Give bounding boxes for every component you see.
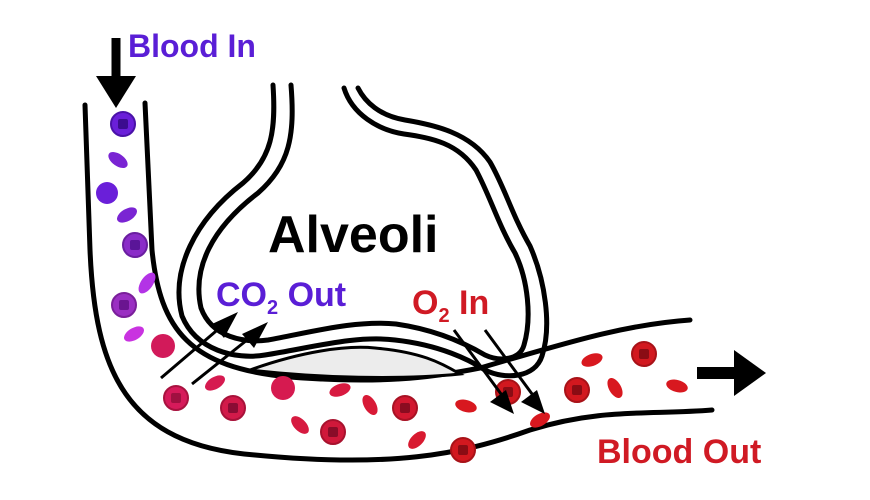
- blood-in-arrow-icon: [96, 38, 136, 108]
- blood-cell: [111, 292, 137, 318]
- blood-cell: [205, 375, 225, 391]
- blood-cell: [117, 207, 137, 223]
- blood-cell: [163, 385, 189, 411]
- alveolus-contact-shade: [249, 345, 465, 379]
- o2-in-arrow-icon: [452, 329, 545, 414]
- blood-cells: [96, 111, 688, 463]
- blood-cell: [151, 334, 175, 358]
- blood-cell: [564, 377, 590, 403]
- o2-in-label: O2 In: [412, 284, 489, 327]
- blood-cell: [108, 152, 128, 168]
- alveoli-label: Alveoli: [268, 206, 439, 264]
- blood-cell: [392, 395, 418, 421]
- blood-cell: [362, 395, 378, 415]
- blood-cell: [220, 395, 246, 421]
- alveolus-outer-wall: [176, 82, 550, 379]
- blood-cell: [450, 437, 476, 463]
- co2-out-arrow-icon: [160, 312, 268, 386]
- blood-cell: [320, 419, 346, 445]
- blood-cell: [110, 111, 136, 137]
- blood-cell: [96, 182, 118, 204]
- blood-cell: [530, 412, 550, 428]
- blood-cell: [455, 399, 477, 413]
- blood-cell: [666, 379, 688, 393]
- blood-out-label: Blood Out: [597, 433, 761, 471]
- arrows: [96, 38, 766, 414]
- blood-cell: [122, 232, 148, 258]
- co2-out-label: CO2 Out: [216, 276, 346, 319]
- blood-cell: [124, 326, 144, 342]
- blood-out-arrow-icon: [697, 350, 766, 396]
- blood-cell: [581, 353, 603, 367]
- blood-cell: [329, 383, 351, 397]
- blood-cell: [271, 376, 295, 400]
- blood-cell: [631, 341, 657, 367]
- blood-cell: [291, 416, 309, 434]
- capillary-inner-wall: [142, 100, 693, 383]
- capillary: [82, 100, 715, 463]
- blood-cell: [408, 431, 426, 449]
- blood-cell: [138, 272, 156, 294]
- capillary-outer-wall: [82, 102, 715, 463]
- blood-in-label: Blood In: [128, 28, 256, 64]
- blood-cell: [607, 378, 623, 398]
